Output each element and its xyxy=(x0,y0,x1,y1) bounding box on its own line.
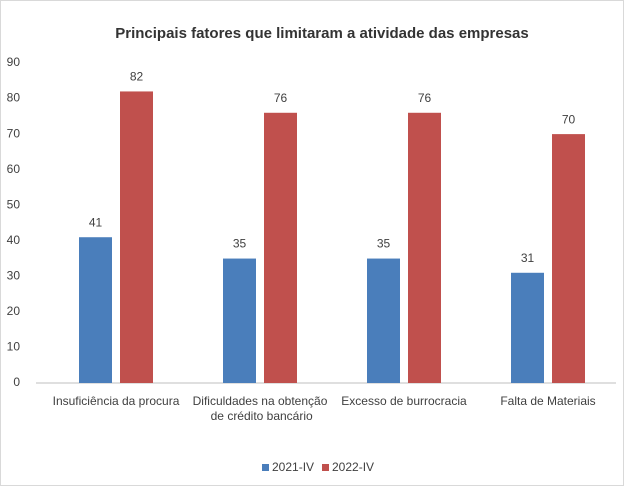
data-label: 31 xyxy=(521,251,535,265)
bar xyxy=(223,258,256,383)
legend-label: 2022-IV xyxy=(332,460,374,474)
legend-label: 2021-IV xyxy=(272,460,314,474)
x-tick-label: Excesso de burrocracia xyxy=(341,394,467,408)
bar xyxy=(264,112,297,384)
chart-title: Principais fatores que limitaram a ativi… xyxy=(115,25,529,42)
data-label: 70 xyxy=(562,112,576,126)
y-tick-label: 50 xyxy=(7,197,21,211)
y-tick-label: 10 xyxy=(7,340,21,354)
data-label: 76 xyxy=(418,91,432,105)
bar xyxy=(367,258,400,383)
data-label: 35 xyxy=(233,237,247,251)
bar xyxy=(79,237,112,383)
x-tick-label: Insuficiência da procura xyxy=(53,394,180,408)
bar xyxy=(552,134,585,383)
bar xyxy=(511,272,544,383)
legend-swatch xyxy=(322,464,329,471)
y-tick-label: 0 xyxy=(13,375,20,389)
data-label: 35 xyxy=(377,237,391,251)
y-tick-label: 20 xyxy=(7,304,21,318)
y-tick-label: 60 xyxy=(7,162,21,176)
y-tick-label: 30 xyxy=(7,269,21,283)
x-tick-label: Falta de Materiais xyxy=(500,394,595,408)
data-label: 82 xyxy=(130,70,144,84)
y-tick-label: 70 xyxy=(7,126,21,140)
y-tick-label: 40 xyxy=(7,233,21,247)
x-tick-label: Dificuldades na obtenção de crédito banc… xyxy=(193,394,328,423)
y-tick-label: 90 xyxy=(7,55,21,69)
legend-swatch xyxy=(262,464,269,471)
y-tick-label: 80 xyxy=(7,91,21,105)
bar xyxy=(120,91,153,383)
data-label: 41 xyxy=(89,215,103,229)
data-label: 76 xyxy=(274,91,288,105)
bar xyxy=(408,112,441,384)
